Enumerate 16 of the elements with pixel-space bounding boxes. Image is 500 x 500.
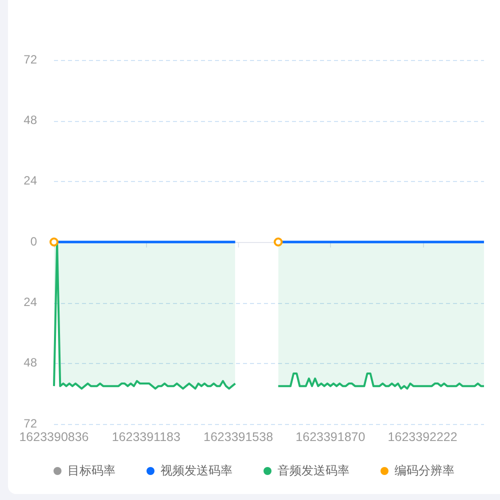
- y-tick-label: 72: [24, 52, 38, 66]
- legend-label: 目标码率: [68, 463, 116, 478]
- y-tick-label: 72: [24, 416, 38, 430]
- x-tick-label: 1623392222: [388, 430, 458, 444]
- legend-label: 音频发送码率: [278, 463, 350, 478]
- x-tick-label: 1623390836: [19, 430, 89, 444]
- y-tick-label: 24: [24, 294, 38, 309]
- y-tick-label: 48: [24, 356, 38, 370]
- legend-label: 视频发送码率: [160, 463, 232, 478]
- x-tick-label: 1623391183: [112, 430, 180, 444]
- x-tick-label: 1623391870: [296, 430, 366, 444]
- y-tick-label: 24: [24, 174, 38, 188]
- y-tick-label: 48: [24, 112, 38, 127]
- legend-label: 编码分辨率: [394, 463, 454, 478]
- x-tick-label: 1623391538: [204, 430, 274, 444]
- y-tick-label: 0: [30, 234, 38, 248]
